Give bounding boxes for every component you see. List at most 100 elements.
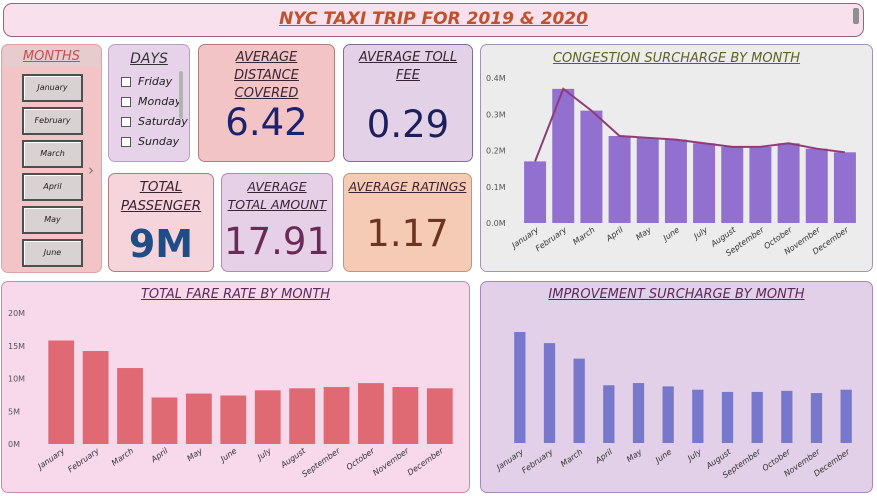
x-tick-label: April (149, 446, 171, 465)
chevron-right-icon[interactable]: › (88, 161, 94, 179)
bar-october (777, 143, 800, 223)
x-tick-label: March (110, 446, 135, 467)
bar-september (323, 387, 350, 444)
kpi-card-average-distance: AVERAGE DISTANCE COVERED 6.42 (198, 44, 335, 162)
kpi-value: 9M (128, 222, 194, 266)
x-tick-label: September (300, 446, 342, 479)
bar-march (117, 368, 143, 444)
days-scrollbar[interactable] (179, 71, 183, 119)
y-tick-label: 15M (8, 342, 25, 351)
x-tick-label: February (66, 446, 101, 474)
bar-april (151, 397, 178, 444)
bar-june (664, 139, 687, 223)
y-tick-label: 0.0M (486, 219, 506, 228)
bar-november (805, 148, 828, 223)
bar-june (220, 395, 247, 444)
kpi-card-average-toll: AVERAGE TOLL FEE 0.29 (343, 44, 473, 162)
bar-september (751, 391, 763, 443)
checkbox-icon[interactable] (121, 96, 131, 107)
x-tick-label: February (534, 225, 569, 253)
bar-april (603, 385, 615, 443)
x-tick-label: February (520, 447, 555, 475)
y-tick-label: 0.1M (486, 183, 506, 192)
day-label: Saturday (138, 115, 188, 128)
x-tick-label: March (559, 447, 584, 468)
bar-july (692, 389, 704, 443)
dashboard-title: NYC TAXI TRIP FOR 2019 & 2020 (279, 9, 588, 29)
bar-january (524, 161, 547, 223)
day-option-friday[interactable]: Friday (121, 75, 172, 88)
month-button-january[interactable]: January (22, 74, 83, 102)
fare-chart-panel: TOTAL FARE RATE BY MONTH 0M 5M 10M 15M 20M Ja… (1, 281, 470, 493)
x-tick-label: January (35, 446, 67, 472)
day-option-monday[interactable]: Monday (121, 95, 181, 108)
kpi-card-average-total-amount: AVERAGE TOTAL AMOUNT 17.91 (221, 173, 333, 272)
improvement-chart-panel: IMPROVEMENT SURCHARGE BY MONTH January Fe… (480, 281, 873, 493)
kpi-card-average-ratings: AVERAGE RATINGS 1.17 (343, 173, 472, 272)
bar-february (552, 88, 575, 223)
x-tick-label: July (684, 447, 703, 464)
x-tick-label: May (634, 225, 653, 242)
kpi-label: AVERAGE RATINGS (348, 179, 467, 194)
kpi-label: AVERAGE DISTANCE COVERED (234, 50, 299, 101)
x-tick-label: November (371, 446, 411, 478)
x-tick-label: August (278, 446, 308, 470)
kpi-value: 1.17 (366, 212, 449, 255)
bar-august (721, 391, 734, 443)
bar-january (48, 340, 75, 444)
bar-august (721, 146, 744, 223)
kpi-label: AVERAGE TOLL FEE (358, 50, 458, 83)
y-tick-label: 0M (8, 440, 20, 449)
day-label: Monday (138, 95, 182, 108)
x-tick-label: March (571, 225, 596, 246)
congestion-chart-panel: CONGESTION SURCHARGE BY MONTH 0.0M 0.1M 0.… (480, 44, 873, 272)
trend-line (534, 87, 846, 162)
x-tick-label: July (691, 225, 710, 242)
bar-september (749, 146, 772, 223)
month-button-june[interactable]: June (22, 239, 83, 267)
month-button-april[interactable]: April (22, 173, 83, 201)
fare-chart: 0M 5M 10M 15M 20M January February March April Ma… (8, 309, 453, 479)
x-tick-label: October (345, 446, 377, 472)
bar-october (358, 383, 384, 444)
x-tick-label: December (406, 446, 446, 478)
months-slicer: MONTHS January February March April May … (1, 44, 102, 273)
checkbox-icon[interactable] (121, 76, 131, 87)
bar-november (810, 393, 823, 443)
month-button-may[interactable]: May (22, 206, 83, 234)
bar-december (840, 389, 852, 443)
day-option-sunday[interactable]: Sunday (121, 135, 179, 148)
x-tick-label: June (660, 225, 681, 244)
y-tick-label: 20M (8, 309, 25, 318)
x-tick-label: July (254, 446, 273, 463)
kpi-card-total-passenger: TOTAL PASSENGER 9M (108, 173, 214, 272)
day-label: Friday (138, 75, 173, 88)
bar-july (254, 390, 281, 444)
kpi-value: 0.29 (366, 103, 450, 146)
months-slicer-title: MONTHS (4, 47, 99, 67)
chart-title: IMPROVEMENT SURCHARGE BY MONTH (548, 287, 805, 302)
kpi-value: 17.91 (224, 220, 330, 263)
bar-february (82, 350, 109, 444)
bar-march (573, 358, 585, 443)
x-tick-label: June (652, 447, 673, 466)
bar-december (426, 388, 453, 444)
header-scrollbar[interactable] (853, 8, 859, 24)
month-button-march[interactable]: March (22, 140, 83, 168)
bar-october (781, 390, 793, 443)
dashboard-header: NYC TAXI TRIP FOR 2019 & 2020 (3, 3, 864, 37)
checkbox-icon[interactable] (121, 136, 131, 147)
bar-june (662, 386, 674, 443)
bar-november (392, 387, 419, 444)
bar-april (608, 136, 631, 223)
days-slicer: DAYS Friday Monday Saturday Sunday (108, 44, 190, 162)
checkbox-icon[interactable] (121, 116, 131, 127)
day-option-saturday[interactable]: Saturday (121, 115, 188, 128)
month-button-february[interactable]: February (22, 107, 83, 135)
y-tick-label: 0.2M (486, 147, 506, 156)
chart-title: CONGESTION SURCHARGE BY MONTH (552, 51, 801, 66)
bar-december (833, 152, 856, 223)
bar-july (693, 143, 716, 223)
